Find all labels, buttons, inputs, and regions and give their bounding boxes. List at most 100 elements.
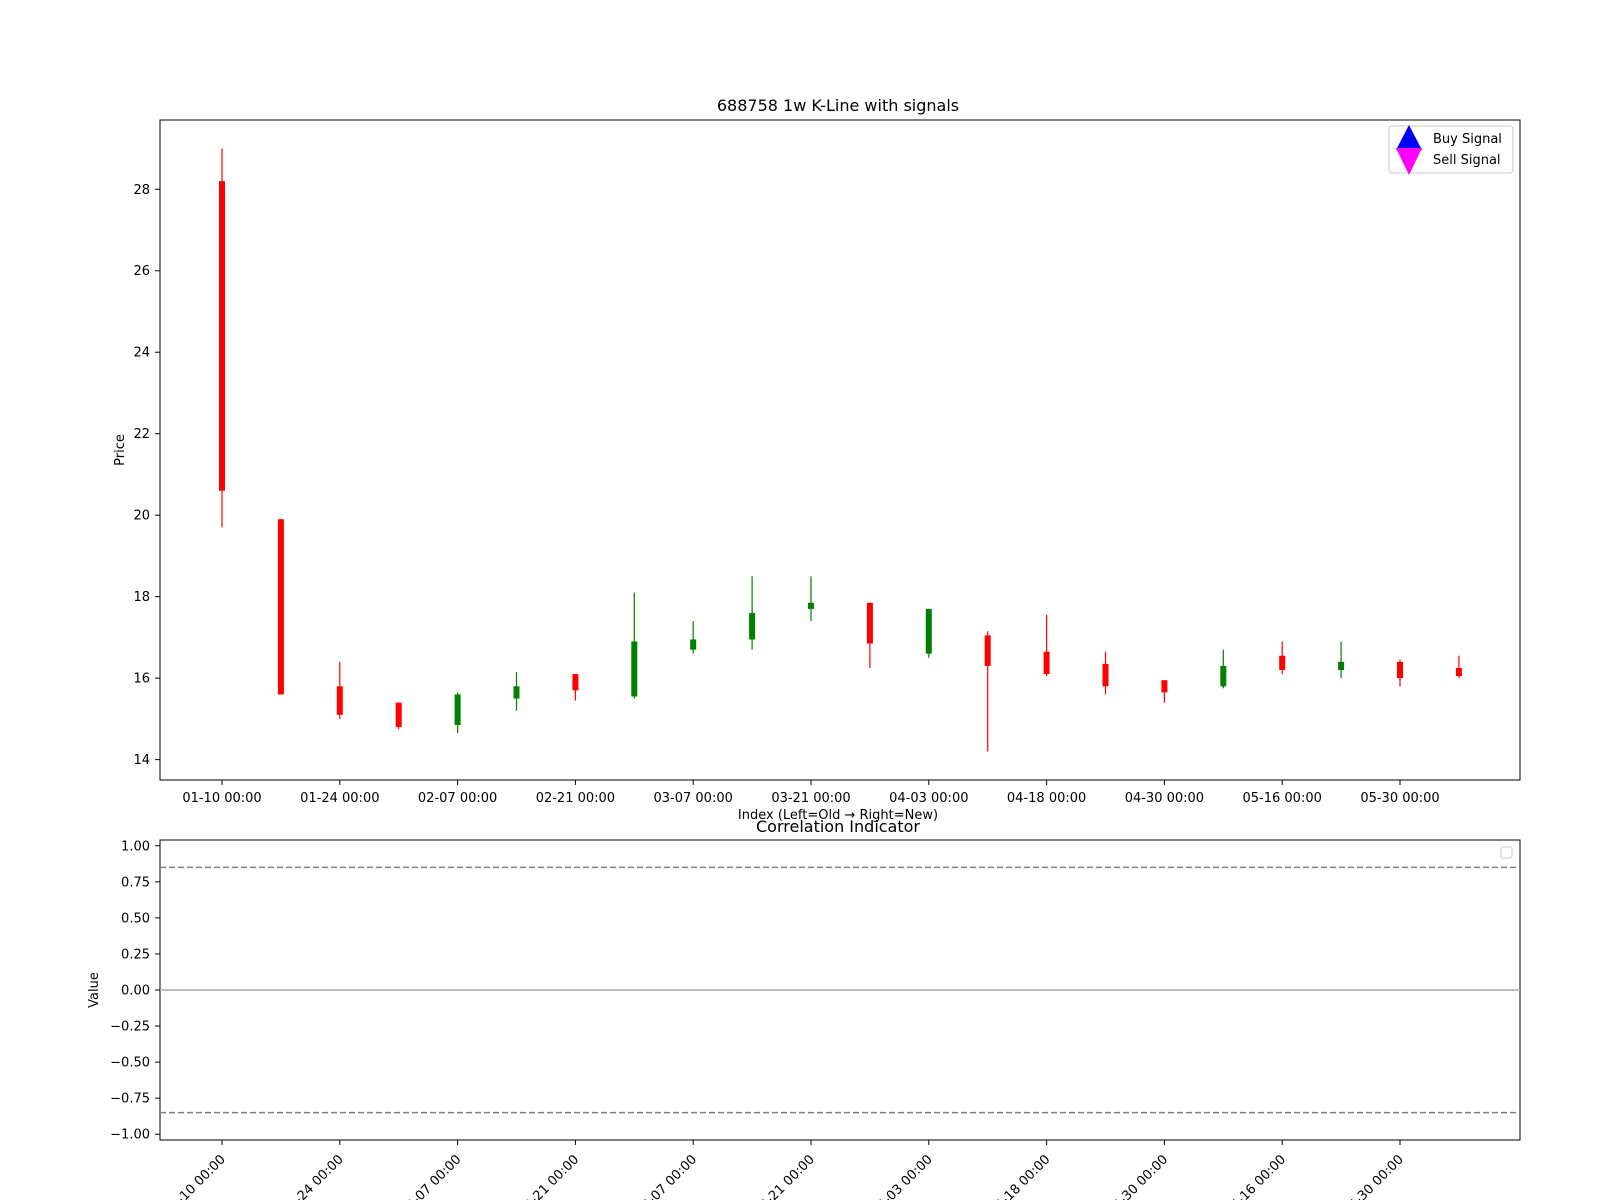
candle bbox=[631, 592, 638, 699]
candle bbox=[219, 148, 225, 528]
candle-body bbox=[1102, 663, 1109, 687]
candle bbox=[454, 692, 461, 734]
x-tick-label: 05-16 00:00 bbox=[1243, 791, 1322, 806]
candle-body bbox=[1161, 680, 1168, 693]
y-tick-label: 0.25 bbox=[121, 947, 150, 962]
kline-panel: 688758 1w K-Line with signals 14 16 18 20 22… bbox=[113, 96, 1521, 823]
x-tick-label: 04-18 00:00 bbox=[987, 1152, 1054, 1200]
candle bbox=[925, 608, 932, 658]
x-tick-label: 05-30 00:00 bbox=[1360, 791, 1439, 806]
candle-body bbox=[513, 686, 520, 699]
candle bbox=[395, 702, 402, 730]
candle bbox=[1338, 641, 1345, 679]
candle-body bbox=[454, 694, 461, 725]
x-tick-label: 05-30 00:00 bbox=[1340, 1152, 1407, 1200]
y-tick-label: 20 bbox=[133, 509, 150, 524]
candle-body bbox=[808, 602, 814, 609]
x-tick-label: 03-07 00:00 bbox=[654, 791, 733, 806]
y-tick-label: 24 bbox=[133, 346, 150, 361]
candle bbox=[1455, 655, 1462, 679]
candle bbox=[572, 674, 579, 701]
candle-body bbox=[277, 519, 284, 695]
candle-body bbox=[1043, 651, 1050, 675]
candle bbox=[1102, 651, 1109, 695]
candle bbox=[808, 576, 814, 622]
x-tick-label: 02-21 00:00 bbox=[536, 791, 615, 806]
y-tick-label: −0.75 bbox=[110, 1092, 150, 1107]
empty-legend-box bbox=[1500, 846, 1513, 859]
y-tick-label: 16 bbox=[133, 672, 150, 687]
candle bbox=[749, 576, 756, 650]
x-tick-label: 01-24 00:00 bbox=[300, 791, 379, 806]
candle-body bbox=[925, 608, 932, 654]
candle-body bbox=[395, 702, 402, 728]
candle bbox=[984, 631, 991, 752]
y-tick-label: 22 bbox=[133, 427, 150, 442]
kline-legend: Buy Signal Sell Signal bbox=[1388, 125, 1514, 175]
x-tick-label: 04-18 00:00 bbox=[1007, 791, 1086, 806]
y-tick-label: 0.50 bbox=[121, 911, 150, 926]
candle-body bbox=[984, 635, 991, 666]
legend-sell-label: Sell Signal bbox=[1433, 153, 1501, 168]
x-tick-label: 01-10 00:00 bbox=[162, 1152, 229, 1200]
sell-signal-marker bbox=[1396, 148, 1422, 175]
x-tick-label: 02-07 00:00 bbox=[398, 1152, 465, 1200]
candle-body bbox=[631, 641, 638, 697]
candle-body bbox=[1338, 661, 1345, 670]
candle-body bbox=[1455, 667, 1462, 677]
x-tick-label: 02-07 00:00 bbox=[418, 791, 497, 806]
candle bbox=[1397, 659, 1403, 687]
y-tick-label: 0.75 bbox=[121, 875, 150, 890]
candle-body bbox=[1220, 665, 1227, 687]
y-tick-label: 28 bbox=[133, 183, 150, 198]
y-tick-label: 18 bbox=[133, 590, 150, 605]
y-tick-label: −0.50 bbox=[110, 1056, 150, 1071]
candle-body bbox=[1397, 661, 1403, 679]
x-tick-label: 04-30 00:00 bbox=[1104, 1152, 1171, 1200]
candle bbox=[513, 672, 520, 711]
x-tick-label: 03-21 00:00 bbox=[771, 791, 850, 806]
candle bbox=[690, 621, 697, 654]
x-tick-label: 03-07 00:00 bbox=[633, 1152, 700, 1200]
x-tick-label: 05-16 00:00 bbox=[1222, 1152, 1289, 1200]
x-tick-label: 04-03 00:00 bbox=[869, 1152, 936, 1200]
candle bbox=[1161, 680, 1168, 703]
kline-ylabel: Price bbox=[113, 434, 128, 466]
y-tick-label: −0.25 bbox=[110, 1020, 150, 1035]
candle bbox=[1043, 615, 1050, 677]
y-tick-label: 14 bbox=[133, 753, 150, 768]
correlation-y-ticks: 1.00 0.75 0.50 0.25 0.00 −0.25 −0.50 −0.75 −1.00 bbox=[110, 839, 160, 1143]
legend-frame bbox=[1388, 125, 1514, 174]
x-tick-label: 04-30 00:00 bbox=[1125, 791, 1204, 806]
legend-buy-label: Buy Signal bbox=[1433, 132, 1502, 147]
y-tick-label: 26 bbox=[133, 264, 150, 279]
candle bbox=[1220, 649, 1227, 689]
x-tick-label: 01-24 00:00 bbox=[280, 1152, 347, 1200]
candle-body bbox=[866, 602, 873, 644]
correlation-x-ticks: 01-10 00:00 01-24 00:00 02-07 00:00 02-21 0… bbox=[162, 1140, 1407, 1200]
y-tick-label: 0.00 bbox=[121, 984, 150, 999]
x-tick-label: 04-03 00:00 bbox=[889, 791, 968, 806]
candle-body bbox=[690, 639, 697, 650]
candle-body bbox=[1279, 655, 1286, 670]
kline-xlabel: Index (Left=Old → Right=New) bbox=[738, 808, 938, 823]
kline-title: 688758 1w K-Line with signals bbox=[717, 96, 959, 115]
x-tick-label: 01-10 00:00 bbox=[182, 791, 261, 806]
kline-axes-frame bbox=[159, 119, 1521, 781]
candle-body bbox=[572, 674, 579, 691]
reference-lines bbox=[160, 866, 1520, 1114]
candle bbox=[1279, 641, 1286, 675]
correlation-ylabel: Value bbox=[87, 972, 102, 1008]
candle-body bbox=[749, 612, 756, 640]
candle bbox=[336, 661, 343, 719]
correlation-title: Correlation Indicator bbox=[756, 817, 920, 836]
kline-x-ticks: 01-10 00:00 01-24 00:00 02-07 00:00 02-21 0… bbox=[182, 780, 1440, 806]
candle-body bbox=[219, 181, 225, 491]
buy-signal-marker bbox=[1396, 125, 1422, 150]
correlation-panel: Correlation Indicator 1.00 0.75 0.50 0.25 0.… bbox=[87, 817, 1521, 1200]
y-tick-label: −1.00 bbox=[110, 1128, 150, 1143]
candle-body bbox=[336, 686, 343, 715]
x-tick-label: 02-21 00:00 bbox=[515, 1152, 582, 1200]
y-tick-label: 1.00 bbox=[121, 839, 150, 854]
